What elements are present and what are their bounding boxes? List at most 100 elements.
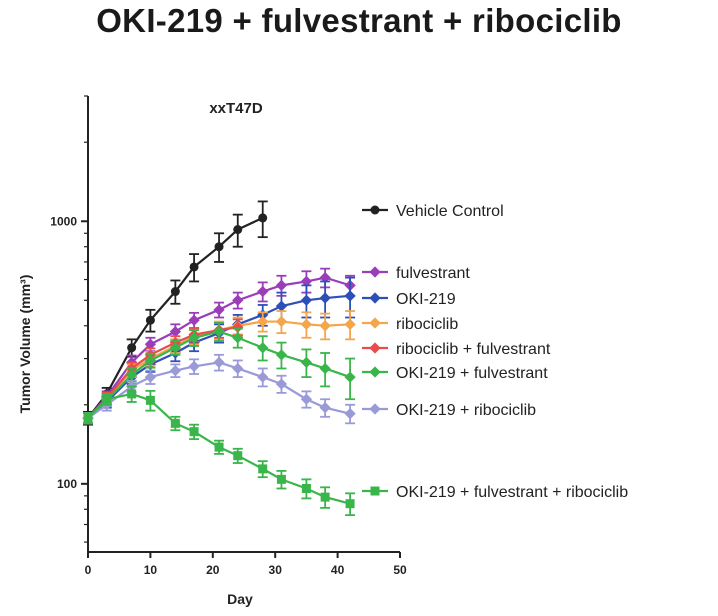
data-point [345,499,355,509]
data-point [214,242,224,252]
data-point [213,356,225,369]
data-point [319,292,331,304]
legend-item: OKI-219 + ribociclib [362,402,536,419]
data-point [127,343,137,353]
axes: 0 10 20 30 40 50 100 1000 Day Tumor Volume (mm³) x… [17,95,407,607]
legend-label: ribociclib [396,316,458,333]
legend-marker [369,266,381,278]
panel-subtitle: xxT47D [209,100,263,117]
data-point [257,371,269,383]
legend-label: OKI-219 + fulvestrant + ribociclib [396,484,628,501]
data-point [213,325,225,338]
legend-label: Vehicle Control [396,203,504,220]
data-point [300,393,313,405]
x-tick-label: 20 [206,563,220,577]
data-point [145,395,155,405]
data-point [83,413,93,423]
data-point [189,427,199,437]
legend: Vehicle Control fulvestrant OKI-219 ribocic… [362,203,628,501]
series-1 [82,267,356,425]
legend-label: ribociclib + fulvestrant [396,341,551,358]
data-point [301,483,311,493]
data-point [232,332,244,344]
y-axis-title: Tumor Volume (mm³) [17,275,33,414]
legend-label: fulvestrant [396,265,470,282]
data-point [275,378,288,390]
data-point [213,304,225,316]
legend-marker [369,366,381,378]
legend-marker [369,403,381,415]
data-point [344,318,356,330]
data-point [276,474,286,484]
data-point [300,356,313,369]
data-point [144,354,157,367]
x-tick-label: 50 [393,563,407,577]
data-point [233,451,243,461]
x-tick-label: 30 [269,563,283,577]
data-point [102,394,112,404]
data-point [232,321,244,333]
data-point [319,402,331,414]
data-point [320,492,330,502]
data-point [232,362,244,375]
x-tick-label: 10 [144,563,158,577]
data-point [275,315,288,328]
data-point [214,442,224,452]
data-point [300,318,313,330]
x-tick-label: 0 [85,563,92,577]
legend-marker [369,342,381,354]
chart-title: OKI-219 + fulvestrant + ribociclib [96,2,622,39]
data-point [169,325,181,338]
legend-marker [370,205,380,215]
legend-label: OKI-219 + fulvestrant [396,365,548,382]
series-7 [83,385,356,517]
legend-item: OKI-219 [362,291,456,308]
data-point [188,332,200,344]
data-point [170,418,180,428]
data-point [300,275,313,288]
data-point [188,314,200,326]
data-point [126,369,138,381]
data-point [169,364,181,377]
data-point [257,342,269,354]
data-point [344,290,356,302]
data-point [319,320,331,332]
legend-marker [369,317,381,329]
data-point [319,272,331,284]
data-point [258,213,268,223]
legend-marker [369,292,381,304]
data-point [127,389,137,399]
data-point [257,315,269,328]
x-axis-title: Day [227,591,253,607]
data-point [344,408,356,420]
data-point [344,371,356,383]
legend-item: OKI-219 + fulvestrant [362,365,548,382]
data-point [275,349,288,361]
data-point [232,294,244,306]
legend-label: OKI-219 + ribociclib [396,402,536,419]
data-point [169,342,181,354]
y-tick-label: 100 [57,477,77,491]
y-tick-label: 1000 [50,214,77,228]
legend-item: fulvestrant [362,265,470,282]
data-point [145,315,155,325]
legend-item: ribociclib [362,316,458,333]
data-point [144,338,157,350]
legend-marker [370,486,380,496]
legend-item: OKI-219 + fulvestrant + ribociclib [362,484,628,501]
data-point [257,285,269,298]
data-point [275,279,288,291]
data-point [319,362,331,375]
data-point [233,225,243,235]
data-point [188,360,200,373]
legend-item: ribociclib + fulvestrant [362,341,551,358]
x-tick-label: 40 [331,563,345,577]
data-point [258,464,268,474]
legend-label: OKI-219 [396,291,456,308]
data-point [144,371,157,383]
data-point [189,262,199,272]
data-point [275,300,288,312]
data-point [300,294,313,306]
plot-area [82,200,356,517]
